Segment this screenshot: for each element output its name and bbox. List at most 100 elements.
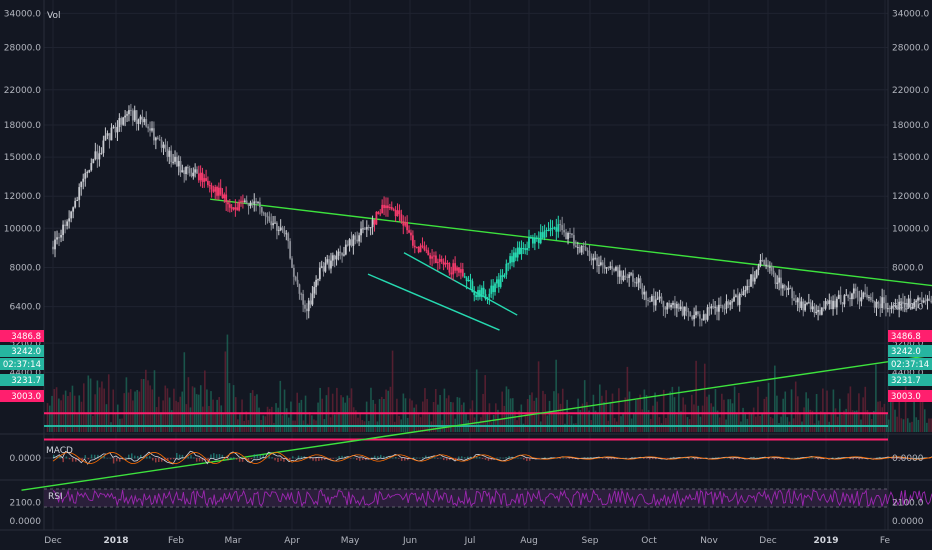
macd-hist-12 [90, 454, 93, 459]
macd-hist-17 [106, 457, 109, 459]
candle-body-48 [147, 126, 150, 129]
candle-body-440 [888, 308, 891, 310]
volume-bar-324 [742, 407, 744, 432]
macd-hist-212 [685, 457, 687, 459]
macd-hist-122 [416, 457, 418, 459]
candle-body-259 [545, 229, 548, 231]
macd-hist-14 [97, 454, 99, 459]
macd-hist-129 [437, 458, 439, 459]
candle-body-427 [864, 292, 867, 295]
candle-body-175 [385, 205, 387, 209]
macd-hist-107 [371, 457, 373, 459]
volume-bar-143 [352, 407, 355, 432]
candle-body-13 [78, 187, 81, 200]
volume-bar-229 [537, 361, 540, 432]
volume-bar-289 [667, 412, 669, 432]
price-axes: 34000.0 28000.0 22000.0 18000.0 15000.0 12000… [0, 9, 932, 546]
volume-bar-364 [826, 390, 828, 432]
candle-body-232 [494, 283, 496, 293]
volume-bar-171 [413, 407, 415, 432]
rsi-label: RSI [48, 492, 63, 502]
volume-bar-10 [69, 392, 71, 432]
macd-hist-128 [434, 457, 436, 459]
candle-body-102 [247, 203, 250, 207]
volume-bar-168 [406, 417, 409, 432]
candle-body-83 [212, 189, 215, 192]
candle-body-185 [404, 222, 407, 226]
left-tick-label-6: 10000.0 [4, 224, 41, 234]
candle-body-294 [613, 268, 615, 271]
volume-bar-6 [60, 400, 62, 432]
candle-body-194 [421, 245, 424, 247]
volume-bar-356 [809, 409, 812, 432]
macd-hist-213 [688, 458, 690, 460]
candle-body-358 [735, 295, 737, 297]
macd-hist-33 [155, 458, 157, 463]
macd-hist-1 [56, 455, 58, 459]
candle-body-35 [122, 117, 125, 125]
volume-bar-31 [116, 404, 119, 432]
volume-bar-151 [370, 387, 372, 432]
candle-body-94 [232, 207, 235, 210]
volume-bar-4 [55, 387, 58, 432]
candle-body-67 [183, 170, 186, 175]
candle-body-132 [304, 304, 306, 309]
candle-body-323 [668, 302, 671, 308]
volume-bar-112 [287, 417, 290, 432]
macd-hist-49 [201, 458, 204, 462]
volume-bar-44 [145, 369, 147, 432]
volume-bar-335 [765, 396, 768, 432]
macd-hist-35 [161, 458, 163, 462]
volume-bar-144 [355, 410, 357, 432]
candle-body-299 [622, 275, 625, 281]
candle-body-248 [524, 248, 527, 251]
macd-hist-147 [490, 458, 493, 461]
candle-body-367 [751, 274, 754, 282]
candle-body-452 [911, 307, 914, 309]
volume-bar-26 [105, 404, 108, 432]
right-tick-label-8: 6400.0 [892, 303, 924, 313]
macd-hist-34 [158, 458, 160, 462]
right-price-tag-4: 3003.0 [891, 392, 921, 402]
macd-hist-16 [103, 455, 105, 459]
candle-body-249 [526, 248, 529, 251]
right-price-tag-3: 3231.7 [891, 376, 921, 386]
candle-body-435 [879, 303, 882, 309]
left-tick-label-10: 4400.0 [10, 368, 42, 378]
x-tick-label-14: Fe [880, 536, 891, 546]
candle-body-126 [292, 267, 295, 277]
volume-bar-312 [716, 410, 719, 432]
candle-body-236 [501, 275, 504, 277]
candle-body-239 [507, 263, 510, 265]
rsi-left-tick: 0.0000 [10, 517, 42, 527]
volume-bar-126 [317, 402, 319, 432]
candle-body-290 [605, 267, 608, 269]
candle-body-131 [302, 294, 305, 305]
volume-bar-275 [637, 398, 639, 432]
candle-body-426 [862, 292, 865, 298]
candle-body-352 [723, 308, 726, 310]
volume-bar-291 [671, 386, 674, 432]
volume-bar-367 [832, 389, 835, 432]
volume-bar-341 [778, 422, 780, 432]
candle-body-190 [413, 245, 416, 248]
macd-hist-282 [890, 458, 893, 459]
volume-bar-407 [917, 419, 920, 432]
candle-body-15 [82, 178, 85, 182]
candle-body-421 [852, 288, 855, 294]
candle-body-56 [162, 144, 165, 148]
candle-body-45 [141, 116, 144, 123]
macd-hist-83 [300, 456, 303, 459]
volume-bar-302 [695, 360, 697, 432]
candle-body-128 [296, 279, 299, 285]
candle-body-116 [274, 222, 276, 224]
candle-body-349 [718, 304, 720, 312]
volume-bar-244 [570, 415, 573, 432]
candle-body-210 [452, 263, 455, 275]
volume-bar-78 [216, 399, 218, 432]
macd-hist-236 [756, 457, 758, 459]
volume-bar-343 [782, 398, 784, 432]
macd-hist-158 [523, 458, 525, 460]
volume-bar-107 [277, 407, 279, 432]
